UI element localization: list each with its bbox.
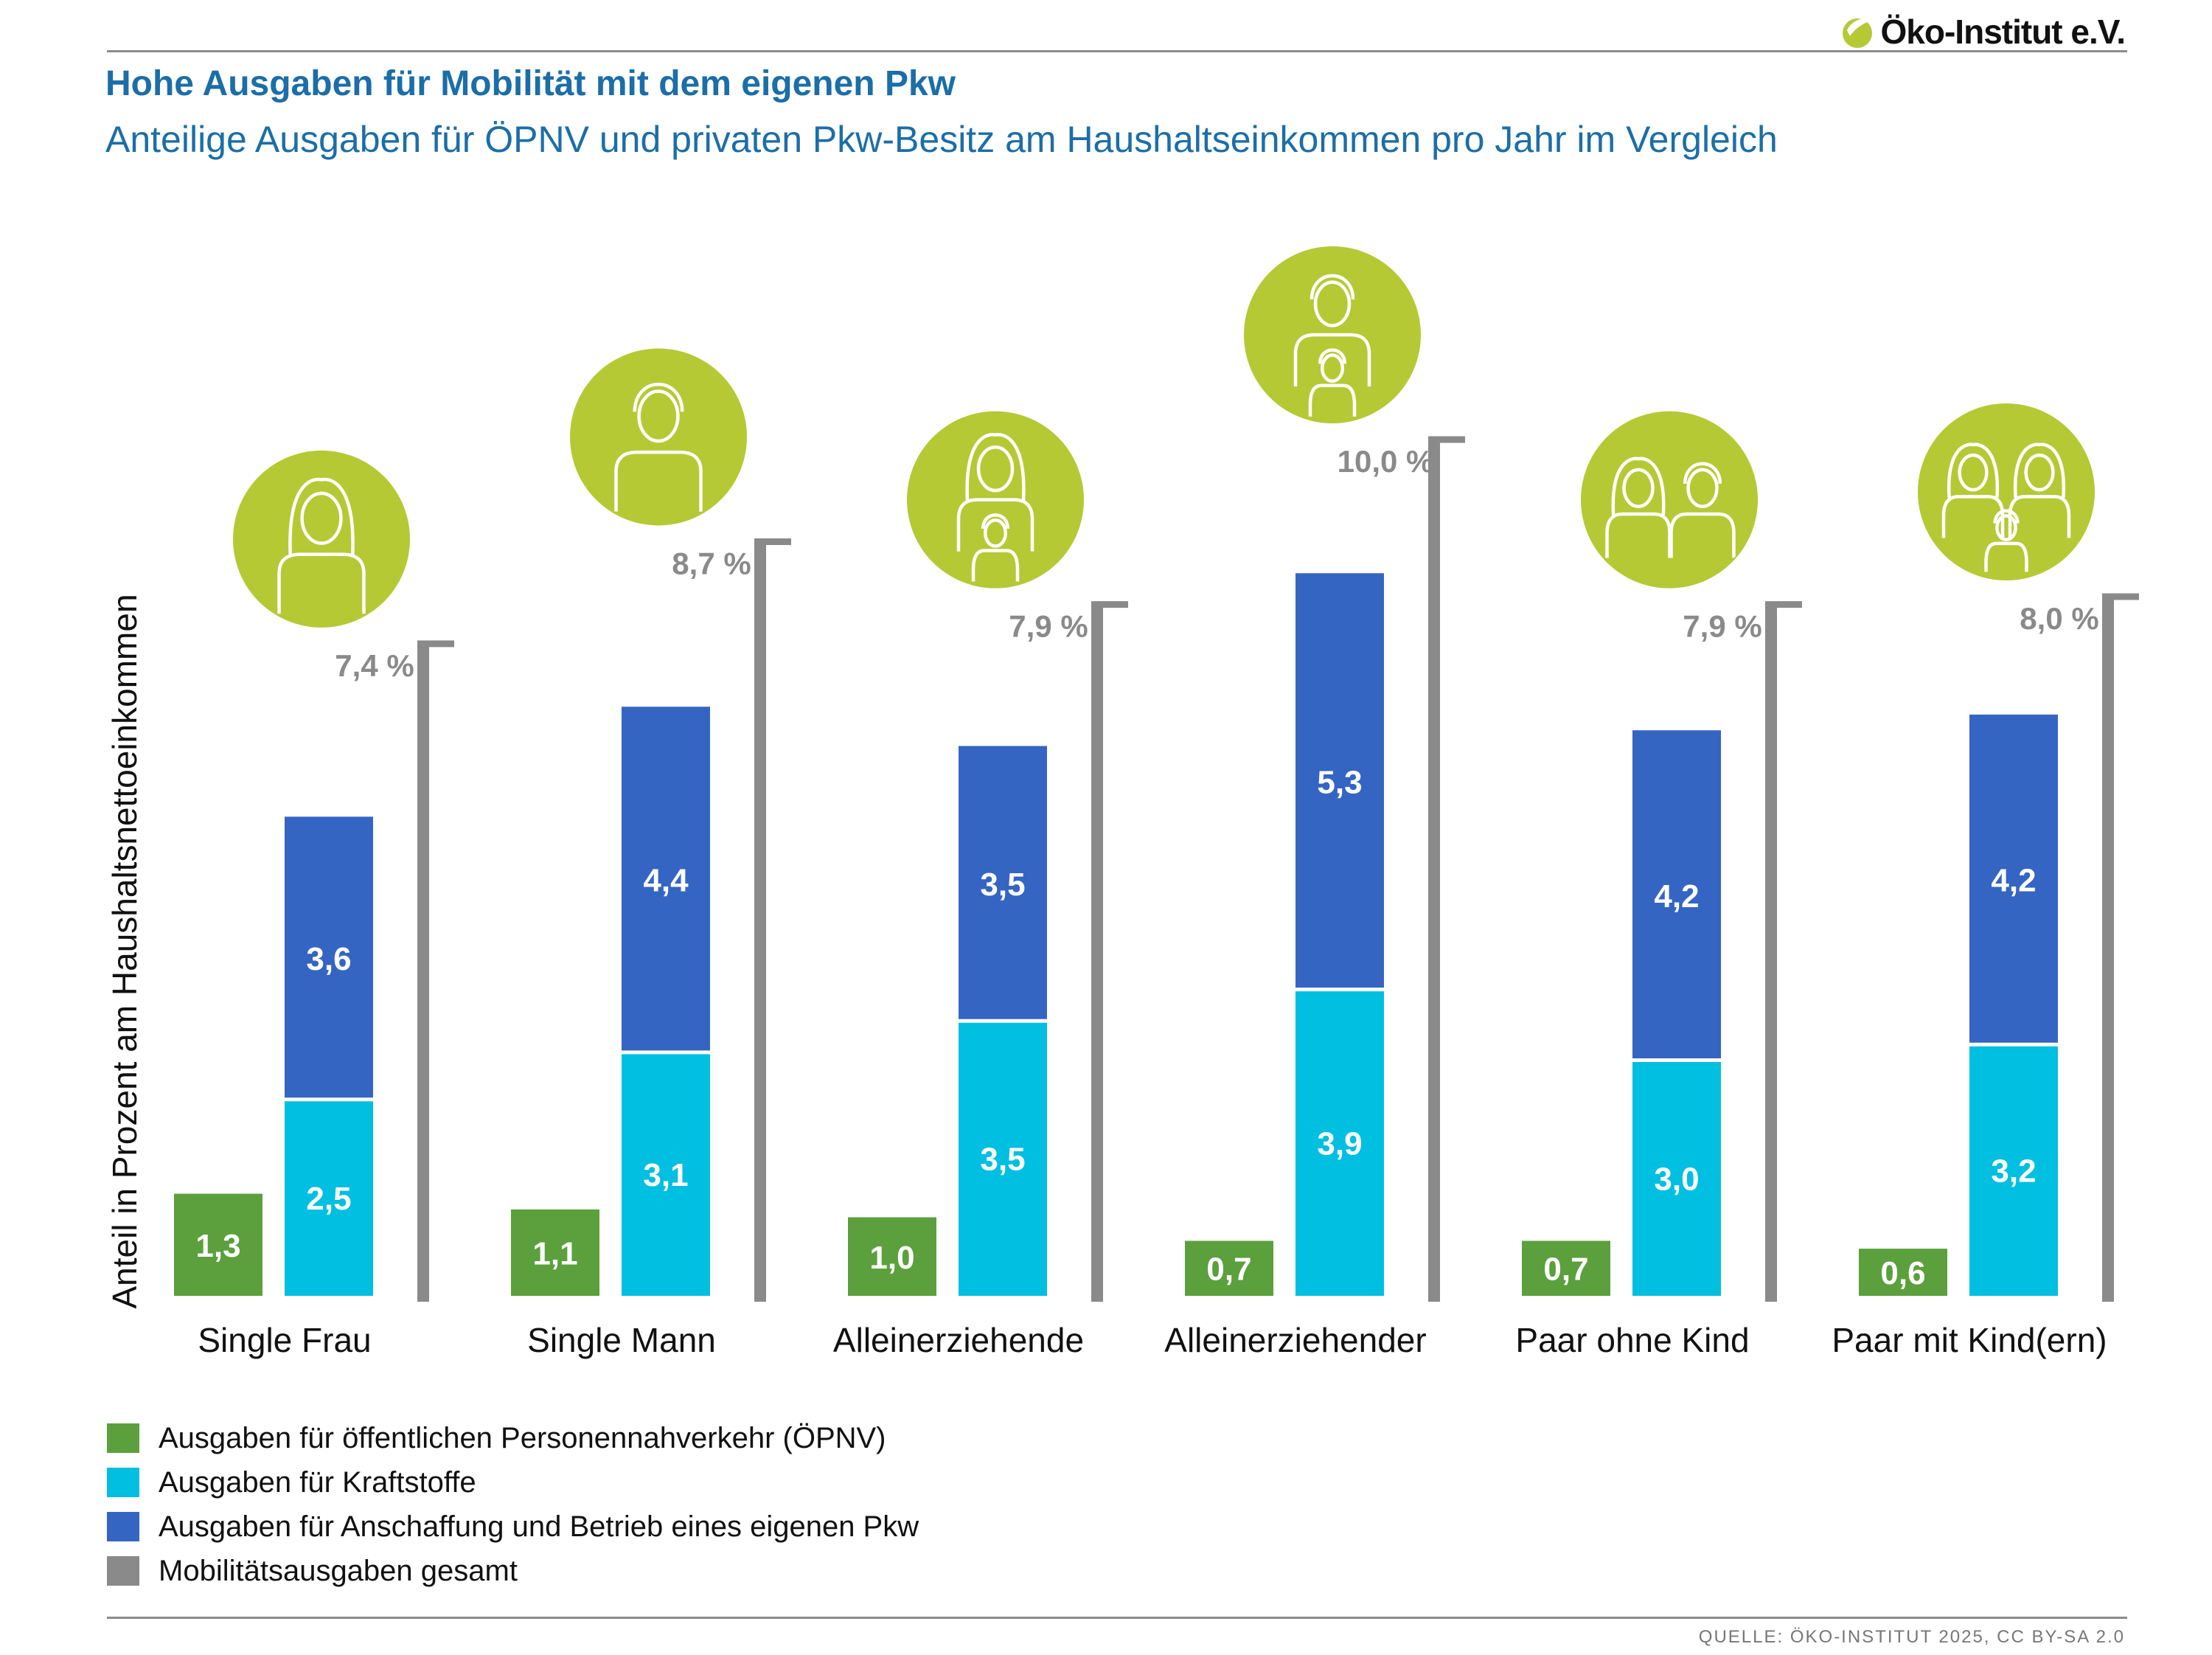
bar-oepnv	[1522, 1241, 1610, 1296]
category-label: Single Mann	[527, 1321, 716, 1359]
value-label-oepnv: 1,1	[532, 1235, 577, 1271]
legend-item-gesamt: Mobilitätsausgaben gesamt	[107, 1549, 919, 1593]
woman-icon	[233, 450, 410, 628]
bar-oepnv	[511, 1209, 599, 1296]
bar-pkw	[285, 816, 373, 1100]
bar-pkw	[1632, 730, 1721, 1061]
value-label-total: 8,7 %	[672, 546, 751, 580]
value-label-kraftstoffe: 3,2	[1991, 1153, 2036, 1190]
value-label-total: 10,0 %	[1338, 444, 1434, 479]
value-label-oepnv: 1,3	[195, 1228, 240, 1264]
category-label: Alleinerziehender	[1164, 1321, 1426, 1359]
category-label: Alleinerziehende	[833, 1321, 1084, 1359]
bar-kraftstoffe	[1969, 1044, 2058, 1296]
legend-item-kraftstoffe: Ausgaben für Kraftstoffe	[107, 1460, 919, 1505]
category-label: Single Frau	[198, 1321, 371, 1359]
value-label-total: 7,9 %	[1683, 609, 1761, 644]
value-label-pkw: 5,3	[1317, 764, 1362, 800]
bar-kraftstoffe	[622, 1052, 710, 1296]
bar-kraftstoffe	[1295, 989, 1384, 1296]
value-label-pkw: 4,4	[643, 863, 689, 899]
family-icon	[1918, 403, 2095, 580]
bar-oepnv	[848, 1217, 936, 1296]
value-label-oepnv: 0,7	[1543, 1252, 1588, 1288]
value-label-oepnv: 0,6	[1880, 1255, 1925, 1291]
mother-child-icon	[907, 411, 1084, 589]
bar-kraftstoffe	[1632, 1060, 1721, 1296]
logo-text: Öko-Institut e.V.	[1880, 13, 2126, 51]
bar-kraftstoffe	[959, 1021, 1047, 1296]
bar-oepnv	[1185, 1241, 1273, 1296]
bar-oepnv	[1859, 1249, 1947, 1296]
bar-chart: Anteil in Prozent am Haushaltsnettoeinko…	[105, 246, 2139, 1359]
value-label-total: 8,0 %	[2020, 601, 2098, 636]
value-label-kraftstoffe: 3,1	[643, 1157, 688, 1193]
bar-pkw	[1295, 573, 1384, 990]
value-label-total: 7,9 %	[1009, 609, 1088, 644]
father-child-icon	[1244, 246, 1421, 423]
legend-swatch-gesamt	[107, 1556, 139, 1586]
value-label-kraftstoffe: 2,5	[306, 1181, 351, 1217]
value-label-oepnv: 1,0	[869, 1240, 914, 1276]
leaf-logo-icon	[1842, 18, 1872, 48]
man-icon	[570, 348, 747, 526]
legend-label-gesamt: Mobilitätsausgaben gesamt	[159, 1554, 518, 1587]
legend-label-kraftstoffe: Ausgaben für Kraftstoffe	[159, 1465, 476, 1499]
value-label-total: 7,4 %	[335, 648, 414, 683]
legend-swatch-pkw	[107, 1512, 139, 1541]
legend: Ausgaben für öffentlichen Personennahver…	[107, 1416, 919, 1593]
chart-title: Hohe Ausgaben für Mobilität mit dem eige…	[105, 64, 956, 103]
legend-swatch-kraftstoffe	[107, 1468, 139, 1497]
category-label: Paar ohne Kind	[1515, 1321, 1749, 1359]
legend-item-pkw: Ausgaben für Anschaffung und Betrieb ein…	[107, 1505, 919, 1549]
top-rule	[107, 50, 2127, 52]
value-label-pkw: 3,6	[306, 941, 351, 977]
legend-item-oepnv: Ausgaben für öffentlichen Personennahver…	[107, 1416, 919, 1460]
value-label-pkw: 4,2	[1991, 863, 2036, 899]
y-axis-label: Anteil in Prozent am Haushaltsnettoeinko…	[105, 594, 144, 1308]
legend-swatch-oepnv	[107, 1423, 139, 1453]
value-label-pkw: 4,2	[1654, 878, 1699, 915]
value-label-pkw: 3,5	[980, 867, 1025, 903]
bar-oepnv	[174, 1193, 262, 1296]
source-note: QUELLE: ÖKO-INSTITUT 2025, CC BY-SA 2.0	[1698, 1627, 2125, 1647]
bar-pkw	[959, 746, 1047, 1021]
bar-pkw	[622, 707, 710, 1052]
bars-layer: 1,3 2,5 3,6 7,4 % Single Frau 1,1 3,1 4,4 8,7 % S…	[174, 246, 2139, 1359]
bar-kraftstoffe	[285, 1099, 373, 1296]
value-label-kraftstoffe: 3,0	[1654, 1161, 1699, 1197]
oeko-institut-logo: Öko-Institut e.V.	[1840, 12, 2126, 52]
value-label-kraftstoffe: 3,5	[980, 1142, 1025, 1178]
legend-label-oepnv: Ausgaben für öffentlichen Personennahver…	[159, 1421, 886, 1454]
chart-subtitle: Anteilige Ausgaben für ÖPNV und privaten…	[105, 119, 1778, 160]
couple-icon	[1581, 411, 1758, 589]
bottom-rule	[107, 1617, 2127, 1619]
bar-pkw	[1969, 714, 2058, 1045]
category-label: Paar mit Kind(ern)	[1832, 1321, 2107, 1359]
value-label-oepnv: 0,7	[1206, 1252, 1251, 1288]
value-label-kraftstoffe: 3,9	[1317, 1125, 1362, 1162]
legend-label-pkw: Ausgaben für Anschaffung und Betrieb ein…	[159, 1510, 919, 1543]
